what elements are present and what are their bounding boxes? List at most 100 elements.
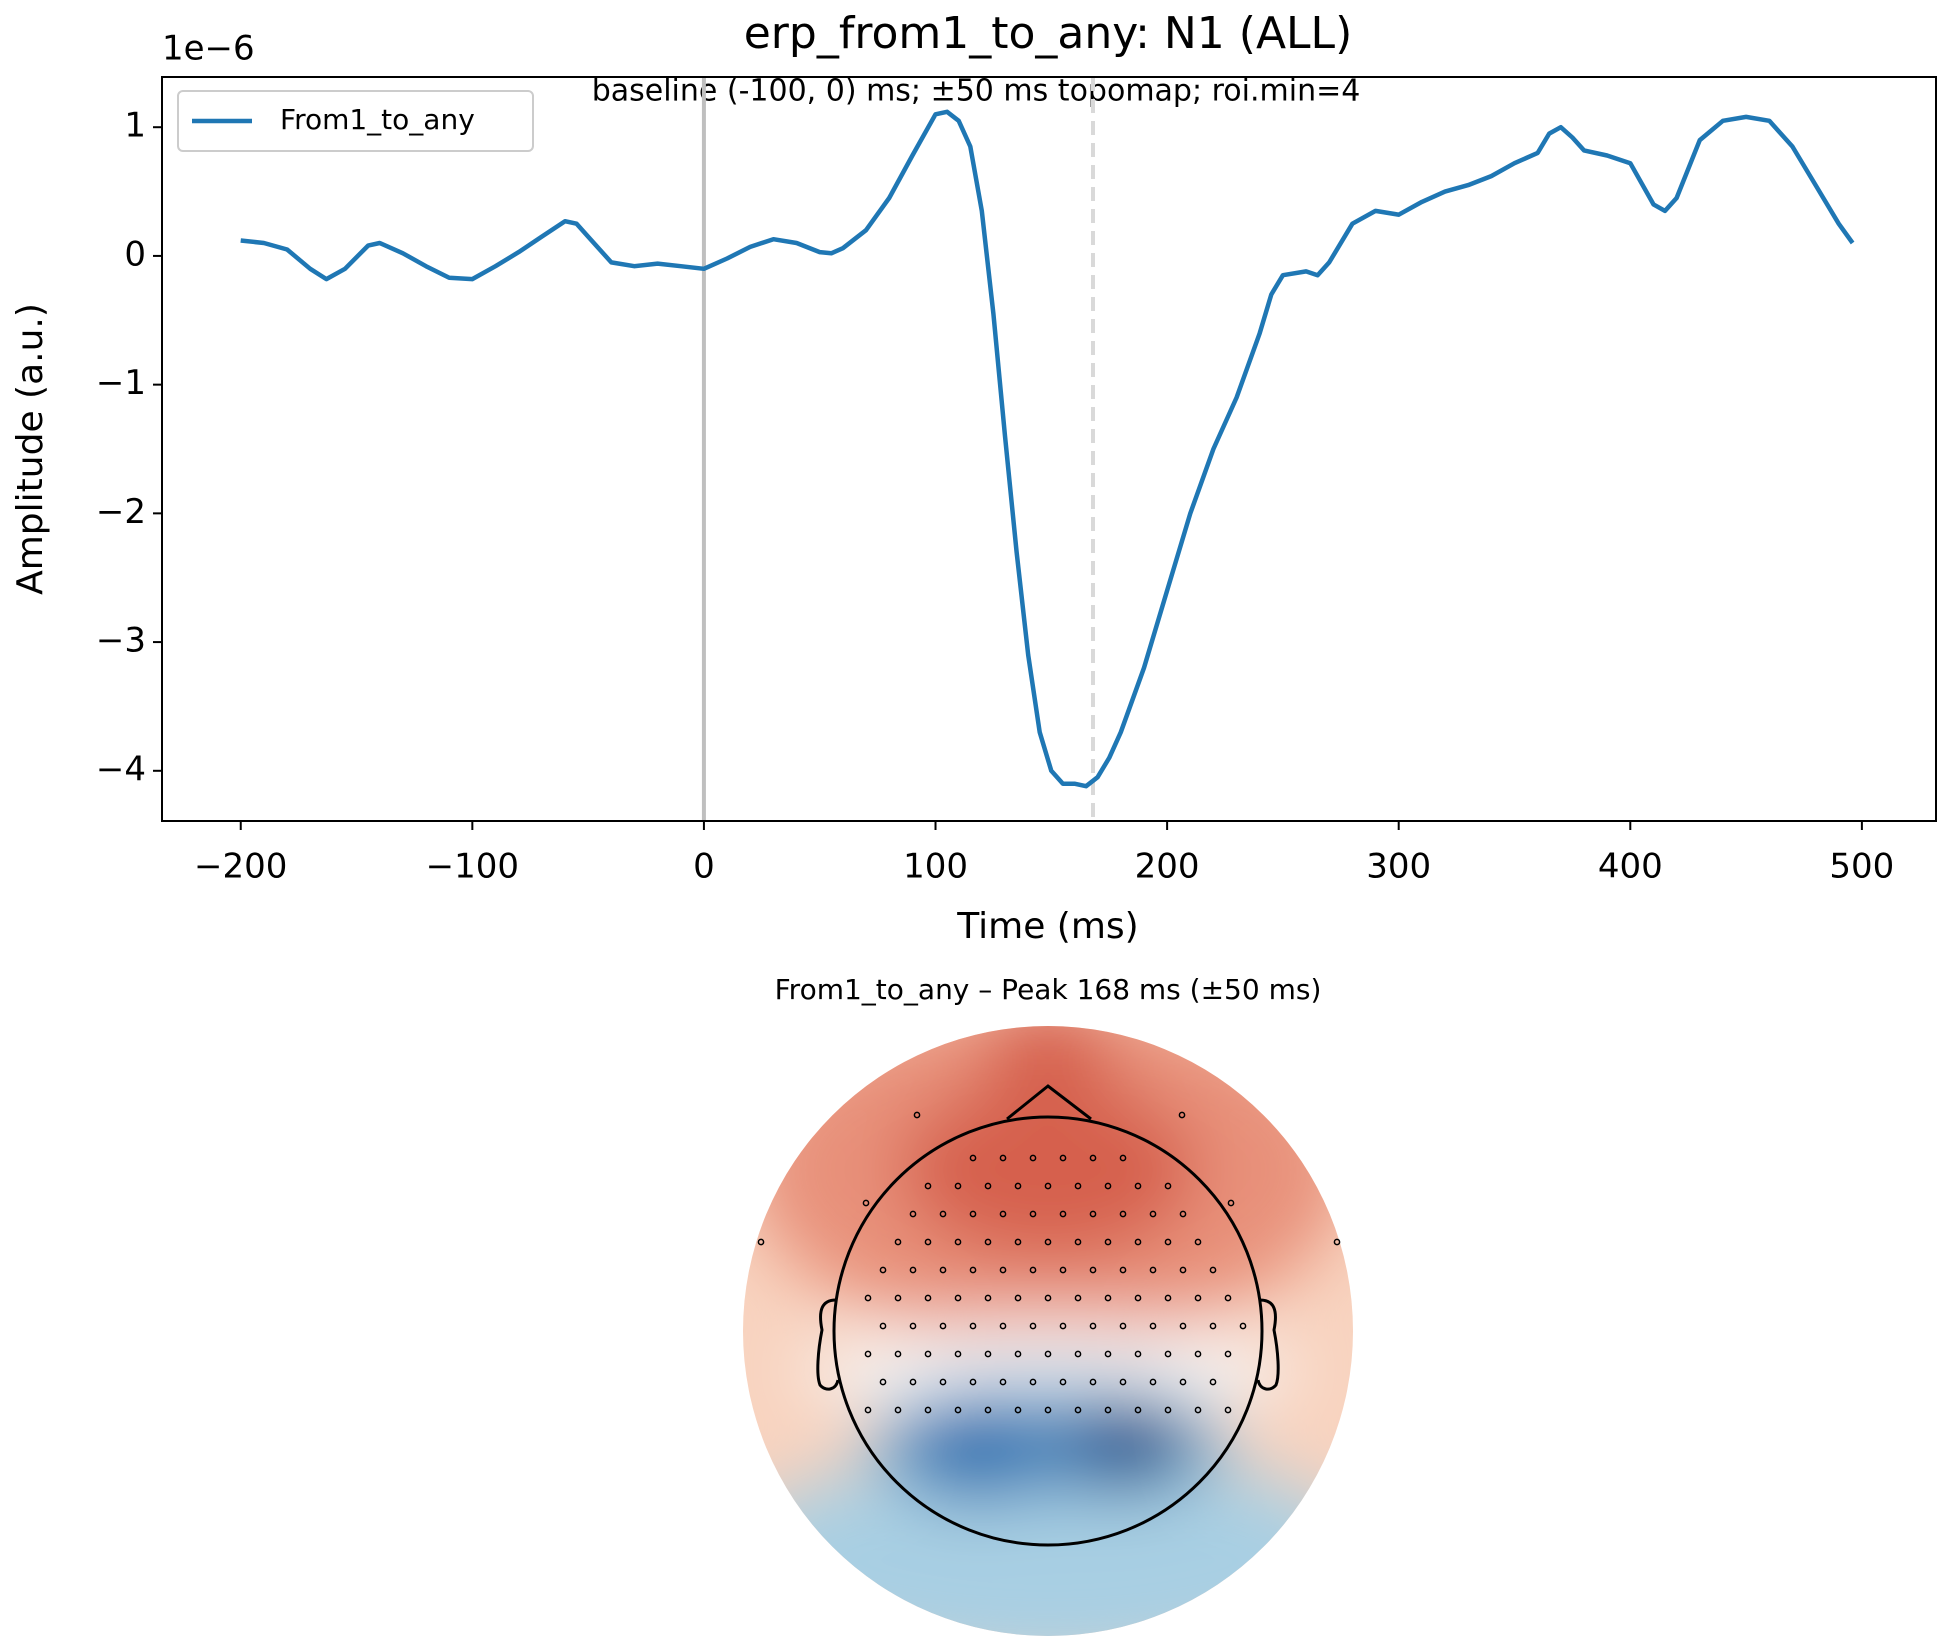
y-tick-label: −3 bbox=[96, 621, 146, 661]
sensor bbox=[1149, 1322, 1157, 1330]
sensor bbox=[1164, 1350, 1172, 1358]
sensor bbox=[1059, 1210, 1067, 1218]
sensor bbox=[894, 1350, 902, 1358]
x-tick-label: 400 bbox=[1598, 847, 1663, 887]
y-tick-label: 0 bbox=[124, 234, 146, 274]
sensor bbox=[954, 1182, 962, 1190]
sensor bbox=[1227, 1199, 1235, 1207]
sensor bbox=[1059, 1378, 1067, 1386]
x-tick-label: 500 bbox=[1829, 847, 1894, 887]
x-tick-label: 300 bbox=[1366, 847, 1431, 887]
sensor bbox=[1224, 1406, 1232, 1414]
sensor bbox=[999, 1266, 1007, 1274]
sensor bbox=[924, 1238, 932, 1246]
y-tick-label: −4 bbox=[96, 749, 146, 789]
sensor bbox=[939, 1210, 947, 1218]
sensor bbox=[864, 1406, 872, 1414]
sensor bbox=[984, 1238, 992, 1246]
y-tick-label: 1 bbox=[124, 106, 146, 146]
sensor bbox=[1333, 1238, 1341, 1246]
sensor bbox=[909, 1210, 917, 1218]
sensor bbox=[1074, 1350, 1082, 1358]
sensor bbox=[1074, 1238, 1082, 1246]
sensor bbox=[1119, 1378, 1127, 1386]
sensor bbox=[1194, 1350, 1202, 1358]
sensor bbox=[1029, 1266, 1037, 1274]
sensor bbox=[1089, 1378, 1097, 1386]
sensor bbox=[1104, 1350, 1112, 1358]
sensor bbox=[879, 1322, 887, 1330]
sensor bbox=[1104, 1238, 1112, 1246]
sensor bbox=[1209, 1266, 1217, 1274]
sensor bbox=[1164, 1238, 1172, 1246]
sensor bbox=[1104, 1182, 1112, 1190]
sensor bbox=[1059, 1266, 1067, 1274]
sensor bbox=[969, 1322, 977, 1330]
sensor bbox=[954, 1294, 962, 1302]
sensor bbox=[1134, 1238, 1142, 1246]
sensor bbox=[1194, 1238, 1202, 1246]
sensor bbox=[862, 1199, 870, 1207]
sensor bbox=[924, 1182, 932, 1190]
sensor bbox=[999, 1154, 1007, 1162]
x-tick-label: −200 bbox=[194, 847, 287, 887]
y-tick-label: −1 bbox=[96, 363, 146, 403]
sensor bbox=[1029, 1154, 1037, 1162]
sensor bbox=[1029, 1378, 1037, 1386]
chart-title: erp_from1_to_any: N1 (ALL) bbox=[744, 8, 1353, 59]
sensor bbox=[913, 1111, 921, 1119]
sensor bbox=[757, 1238, 765, 1246]
sensor bbox=[954, 1350, 962, 1358]
topomap-title: From1_to_any – Peak 168 ms (±50 ms) bbox=[775, 973, 1322, 1006]
x-tick-label: 200 bbox=[1135, 847, 1200, 887]
sensor bbox=[954, 1238, 962, 1246]
sensor bbox=[1149, 1266, 1157, 1274]
sensor bbox=[924, 1350, 932, 1358]
sensor bbox=[1239, 1322, 1247, 1330]
sensor bbox=[1044, 1406, 1052, 1414]
sensor bbox=[1164, 1406, 1172, 1414]
sensor bbox=[1089, 1266, 1097, 1274]
sensor bbox=[1119, 1266, 1127, 1274]
sensor bbox=[909, 1322, 917, 1330]
x-tick-label: 0 bbox=[693, 847, 715, 887]
sensor bbox=[939, 1322, 947, 1330]
sensor bbox=[1014, 1350, 1022, 1358]
subtitle: baseline (-100, 0) ms; ±50 ms topomap; r… bbox=[592, 74, 1361, 109]
sensor bbox=[894, 1294, 902, 1302]
sensor bbox=[1119, 1210, 1127, 1218]
sensor bbox=[1089, 1210, 1097, 1218]
sensor bbox=[1074, 1182, 1082, 1190]
sensor bbox=[969, 1378, 977, 1386]
sensor bbox=[1164, 1294, 1172, 1302]
sensor bbox=[894, 1238, 902, 1246]
sensor bbox=[864, 1294, 872, 1302]
sensor bbox=[1044, 1294, 1052, 1302]
x-axis-label: Time (ms) bbox=[956, 906, 1138, 947]
sensor bbox=[1179, 1266, 1187, 1274]
sensor bbox=[924, 1406, 932, 1414]
sensor bbox=[1209, 1378, 1217, 1386]
legend-label: From1_to_any bbox=[280, 103, 475, 136]
sensor bbox=[1059, 1322, 1067, 1330]
sensor bbox=[1134, 1350, 1142, 1358]
sensor bbox=[1029, 1322, 1037, 1330]
sensor bbox=[1179, 1378, 1187, 1386]
sensor bbox=[969, 1154, 977, 1162]
sensor bbox=[1179, 1210, 1187, 1218]
sensor bbox=[939, 1378, 947, 1386]
sensor bbox=[1044, 1238, 1052, 1246]
sensor bbox=[924, 1294, 932, 1302]
sensor bbox=[984, 1182, 992, 1190]
sensor bbox=[1059, 1154, 1067, 1162]
sensor bbox=[1029, 1210, 1037, 1218]
sensor bbox=[999, 1322, 1007, 1330]
offset-label: 1e−6 bbox=[162, 29, 255, 69]
x-tick-label: 100 bbox=[903, 847, 968, 887]
sensor bbox=[1089, 1154, 1097, 1162]
sensor bbox=[1119, 1322, 1127, 1330]
sensor bbox=[1074, 1294, 1082, 1302]
sensor bbox=[969, 1266, 977, 1274]
sensor bbox=[1224, 1294, 1232, 1302]
